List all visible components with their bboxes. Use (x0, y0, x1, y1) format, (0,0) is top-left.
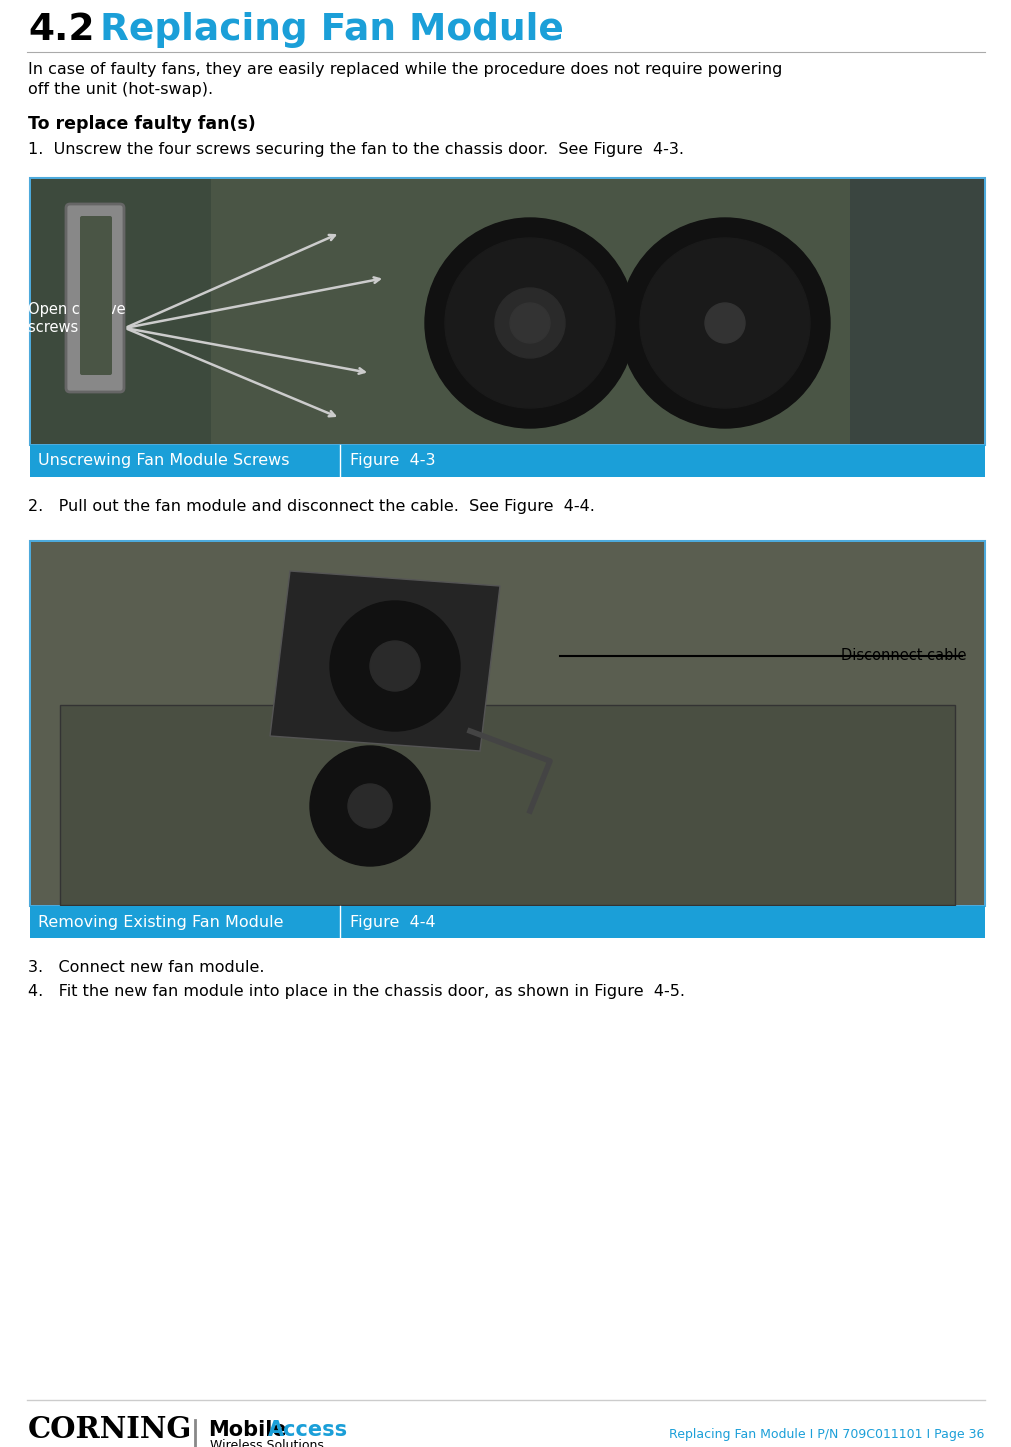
FancyBboxPatch shape (66, 204, 124, 392)
Bar (30, 178, 984, 446)
Circle shape (425, 218, 634, 428)
Text: Removing Existing Fan Module: Removing Existing Fan Module (38, 915, 283, 929)
Text: off the unit (hot-swap).: off the unit (hot-swap). (28, 82, 213, 97)
Bar (60, 705, 954, 904)
Text: Figure  4-3: Figure 4-3 (350, 453, 435, 469)
Bar (30, 446, 984, 478)
Text: Figure  4-4: Figure 4-4 (350, 915, 435, 929)
Text: Disconnect cable: Disconnect cable (841, 648, 967, 664)
Bar (31, 179, 983, 444)
Circle shape (620, 218, 829, 428)
Bar (31, 179, 210, 444)
Text: Access: Access (268, 1420, 348, 1440)
Circle shape (309, 747, 430, 865)
Text: CORNING: CORNING (28, 1415, 192, 1444)
Text: Wireless Solutions: Wireless Solutions (210, 1438, 324, 1447)
Circle shape (330, 601, 460, 731)
Text: Open captive
screws (x4): Open captive screws (x4) (28, 302, 125, 334)
Text: 4.   Fit the new fan module into place in the chassis door, as shown in Figure  : 4. Fit the new fan module into place in … (28, 984, 684, 998)
Text: To replace faulty fan(s): To replace faulty fan(s) (28, 114, 256, 133)
Text: Replacing Fan Module: Replacing Fan Module (74, 12, 563, 48)
Circle shape (445, 237, 615, 408)
Text: Mobile: Mobile (208, 1420, 286, 1440)
Polygon shape (270, 572, 499, 751)
Circle shape (370, 641, 420, 692)
Circle shape (705, 302, 744, 343)
Text: 2.   Pull out the fan module and disconnect the cable.  See Figure  4-4.: 2. Pull out the fan module and disconnec… (28, 499, 594, 514)
Bar (30, 906, 984, 938)
Bar (30, 541, 984, 906)
Text: Replacing Fan Module I P/N 709C011101 I Page 36: Replacing Fan Module I P/N 709C011101 I … (668, 1428, 983, 1441)
Text: Unscrewing Fan Module Screws: Unscrewing Fan Module Screws (38, 453, 289, 469)
Circle shape (348, 784, 391, 828)
Text: 4.2: 4.2 (28, 12, 94, 48)
Circle shape (494, 288, 564, 357)
Circle shape (639, 237, 809, 408)
Bar (31, 543, 983, 904)
Text: 1.  Unscrew the four screws securing the fan to the chassis door.  See Figure  4: 1. Unscrew the four screws securing the … (28, 142, 683, 158)
Bar (849, 179, 983, 444)
Text: 3.   Connect new fan module.: 3. Connect new fan module. (28, 959, 264, 975)
FancyBboxPatch shape (80, 216, 112, 375)
Text: In case of faulty fans, they are easily replaced while the procedure does not re: In case of faulty fans, they are easily … (28, 62, 782, 77)
Circle shape (510, 302, 549, 343)
